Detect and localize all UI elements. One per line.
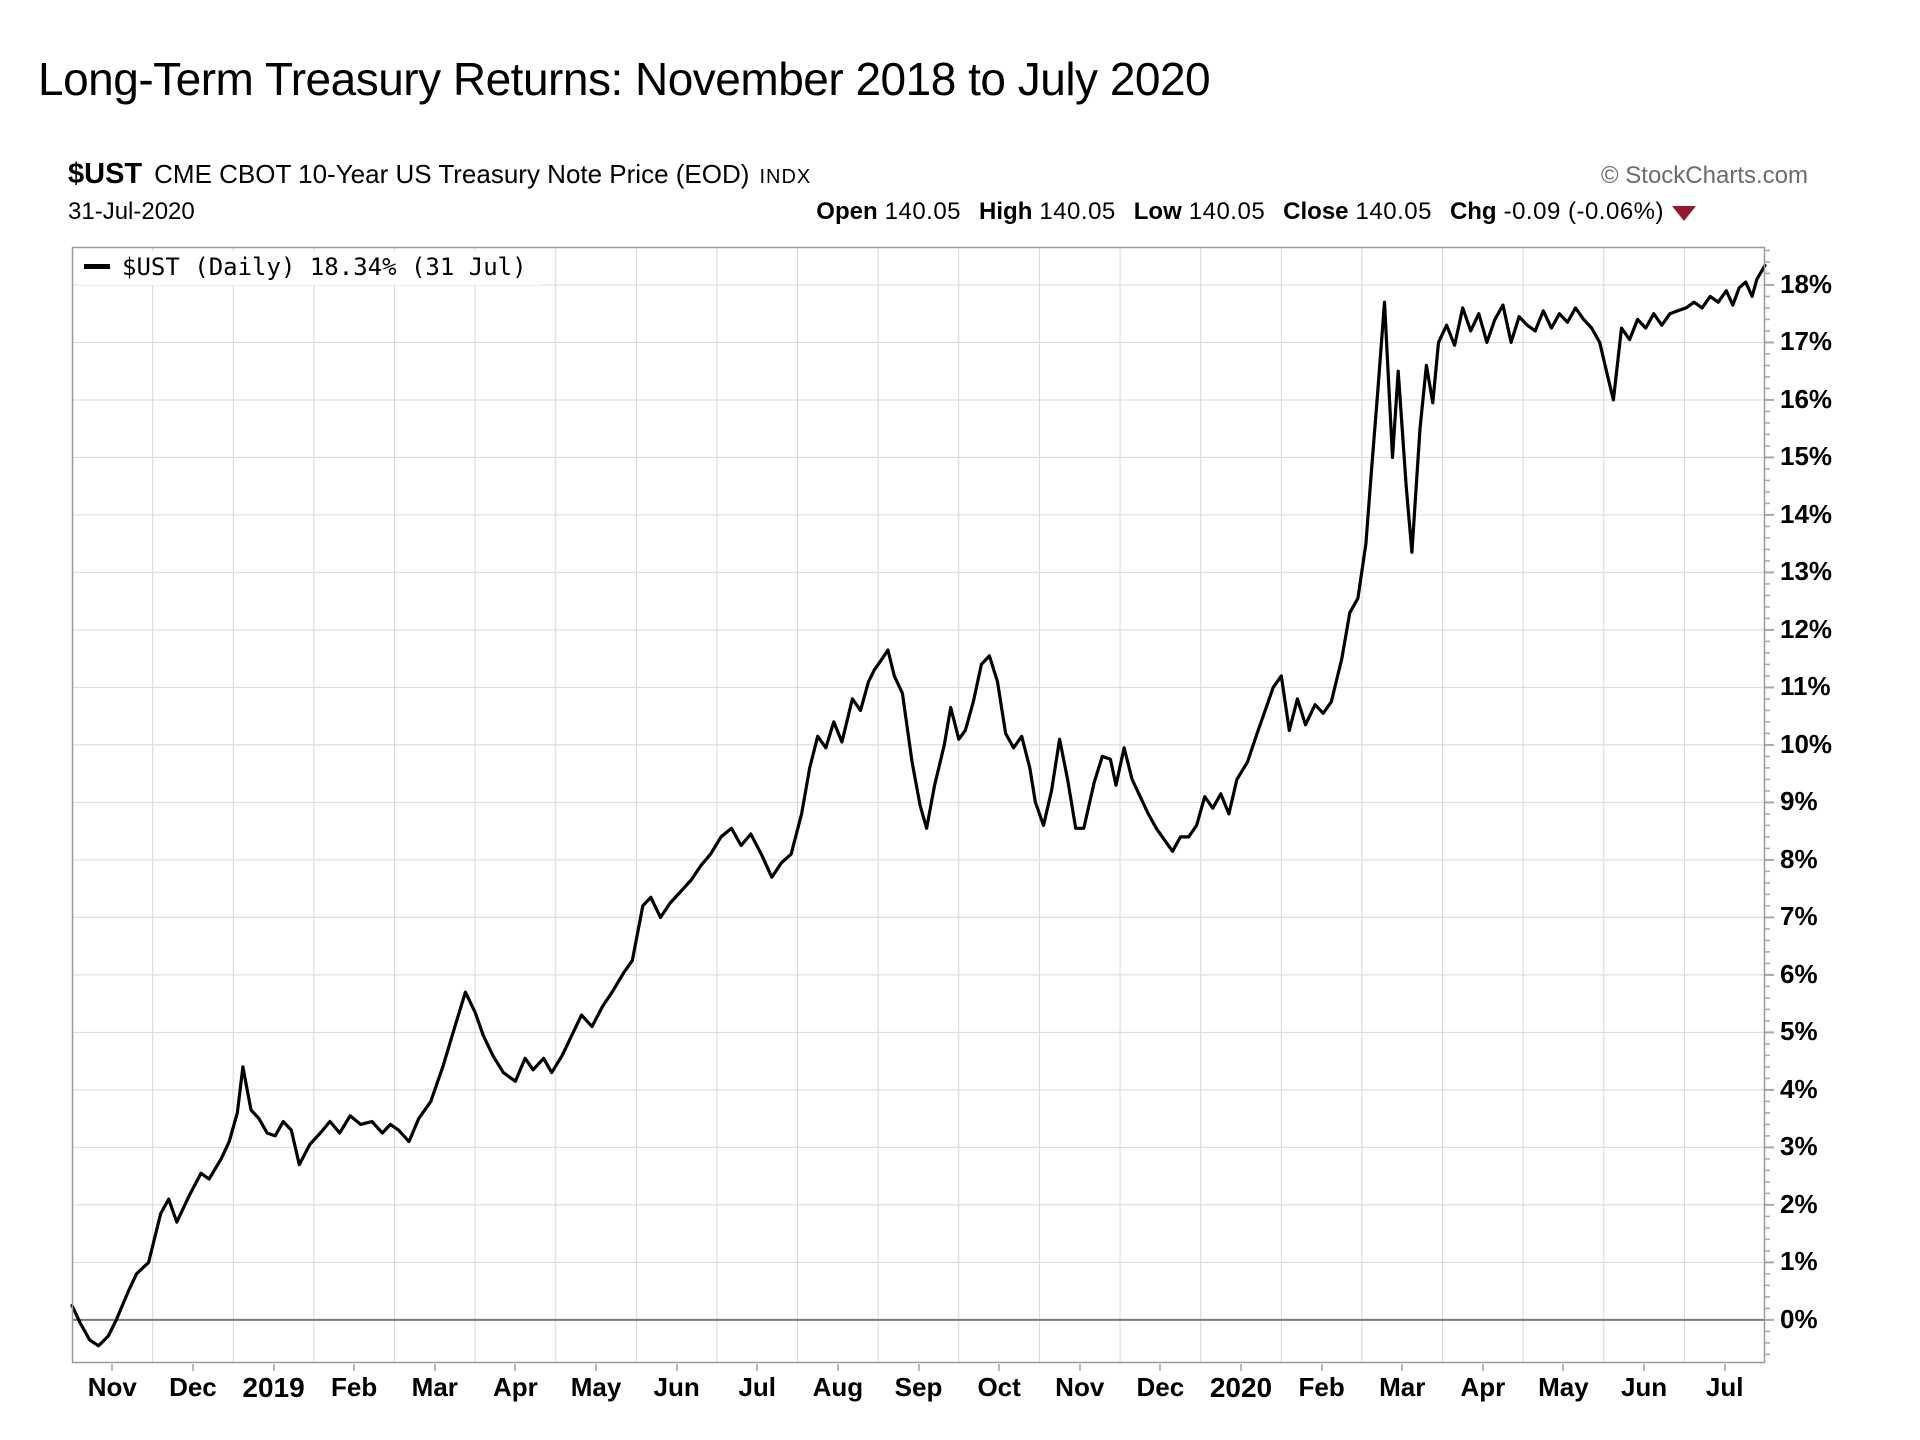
y-tick-label: 17% xyxy=(1780,326,1833,357)
low-label: Low xyxy=(1133,198,1182,225)
x-axis-tick xyxy=(1239,1364,1242,1371)
x-month-label: Sep xyxy=(894,1372,943,1402)
chart-date: 31-Jul-2020 xyxy=(68,198,195,225)
y-tick-label: 14% xyxy=(1780,498,1833,529)
close-value: 140.05 xyxy=(1355,198,1432,225)
x-month-label: Mar xyxy=(411,1372,458,1402)
price-chart-svg xyxy=(70,246,1774,1364)
x-month-label: Jul xyxy=(738,1372,777,1402)
x-axis-tick xyxy=(191,1364,194,1371)
quote-row: 31-Jul-2020 Open 140.05 High 140.05 Low 140.0… xyxy=(68,198,1808,228)
chart-header: $UST CME CBOT 10-Year US Treasury Note Pr… xyxy=(68,158,1808,192)
x-month-label: Mar xyxy=(1379,1372,1426,1402)
x-axis-tick xyxy=(675,1364,678,1371)
open-value: 140.05 xyxy=(884,198,962,225)
x-month-label: Aug xyxy=(812,1372,864,1402)
ticker-symbol: $UST xyxy=(68,158,143,190)
y-tick-label: 16% xyxy=(1780,383,1833,414)
x-axis-tick xyxy=(756,1364,759,1371)
x-axis-tick xyxy=(272,1364,275,1371)
instrument-description: CME CBOT 10-Year US Treasury Note Price … xyxy=(154,159,750,189)
y-tick-label: 0% xyxy=(1780,1303,1818,1334)
x-month-label: May xyxy=(570,1372,622,1402)
change-value: -0.09 (-0.06%) xyxy=(1503,198,1664,225)
x-axis-tick xyxy=(1320,1364,1323,1371)
x-month-label: Dec xyxy=(169,1372,217,1402)
x-month-label: Jun xyxy=(1620,1372,1668,1402)
x-month-label: Nov xyxy=(87,1372,137,1402)
y-tick-label: 5% xyxy=(1780,1016,1818,1047)
x-axis-tick xyxy=(836,1364,839,1371)
x-year-label: 2020 xyxy=(1209,1372,1273,1403)
x-month-label: Oct xyxy=(977,1372,1021,1402)
y-tick-label: 11% xyxy=(1780,671,1831,702)
y-tick-label: 2% xyxy=(1780,1188,1818,1219)
y-tick-label: 15% xyxy=(1780,441,1833,472)
x-axis-tick xyxy=(433,1364,436,1371)
x-axis-tick xyxy=(353,1364,356,1371)
y-tick-label: 7% xyxy=(1780,901,1818,932)
change-label: Chg xyxy=(1449,198,1497,225)
x-month-label: Jul xyxy=(1705,1372,1744,1402)
down-arrow-icon xyxy=(1672,206,1696,221)
y-axis-labels: 0% 1% 2% 3% 4% 5% 6% 7% 8% 9% 10% 11% 12% 13% 14% 15% 16… xyxy=(1780,0,1870,1440)
x-month-label: Apr xyxy=(1460,1372,1506,1402)
x-year-label: 2019 xyxy=(242,1372,305,1403)
y-tick-label: 8% xyxy=(1780,843,1818,874)
x-month-label: Feb xyxy=(331,1372,378,1402)
x-month-label: Jun xyxy=(653,1372,700,1402)
stockcharts-attribution: © StockCharts.com xyxy=(1600,162,1808,189)
x-month-label: Feb xyxy=(1298,1372,1345,1402)
x-axis-tick xyxy=(1159,1364,1162,1371)
y-tick-label: 1% xyxy=(1780,1246,1818,1277)
x-axis-tick xyxy=(111,1364,114,1371)
x-axis-tick xyxy=(514,1364,517,1371)
x-month-label: Apr xyxy=(493,1372,538,1402)
plot-border xyxy=(71,246,1766,1364)
high-value: 140.05 xyxy=(1039,198,1116,225)
x-month-label: May xyxy=(1538,1372,1589,1402)
ohlc-quote: Open 140.05 High 140.05 Low 140.05 Close 140.05… xyxy=(816,198,1696,226)
close-label: Close xyxy=(1283,198,1349,225)
y-tick-label: 9% xyxy=(1780,786,1818,817)
y-tick-label: 4% xyxy=(1780,1073,1818,1104)
y-tick-label: 3% xyxy=(1780,1131,1818,1162)
y-tick-label: 12% xyxy=(1780,613,1833,644)
y-tick-label: 10% xyxy=(1780,728,1833,759)
x-axis-tick xyxy=(595,1364,598,1371)
x-axis-tick xyxy=(1078,1364,1081,1371)
low-value: 140.05 xyxy=(1188,198,1266,225)
page-title: Long-Term Treasury Returns: November 201… xyxy=(38,53,1211,105)
price-line xyxy=(70,263,1767,1348)
x-axis-tick xyxy=(1481,1364,1484,1371)
legend-text: $UST (Daily) 18.34% (31 Jul) xyxy=(122,253,527,281)
x-axis-tick xyxy=(1562,1364,1565,1371)
x-axis-tick xyxy=(1401,1364,1404,1371)
x-axis-tick xyxy=(998,1364,1001,1371)
x-month-label: Dec xyxy=(1136,1372,1185,1402)
open-label: Open xyxy=(816,198,878,225)
exchange-label: INDX xyxy=(759,166,812,188)
x-axis-tick xyxy=(917,1364,920,1371)
y-tick-label: 18% xyxy=(1780,268,1833,299)
high-label: High xyxy=(979,198,1033,225)
legend-line-icon xyxy=(84,263,110,269)
plot-area: $UST (Daily) 18.34% (31 Jul) xyxy=(70,246,1774,1364)
y-tick-label: 6% xyxy=(1780,958,1818,989)
x-month-label: Nov xyxy=(1055,1372,1105,1402)
x-axis-tick xyxy=(1723,1364,1726,1371)
y-tick-label: 13% xyxy=(1780,556,1833,587)
x-axis-tick xyxy=(1643,1364,1646,1371)
series-legend: $UST (Daily) 18.34% (31 Jul) xyxy=(78,251,541,285)
